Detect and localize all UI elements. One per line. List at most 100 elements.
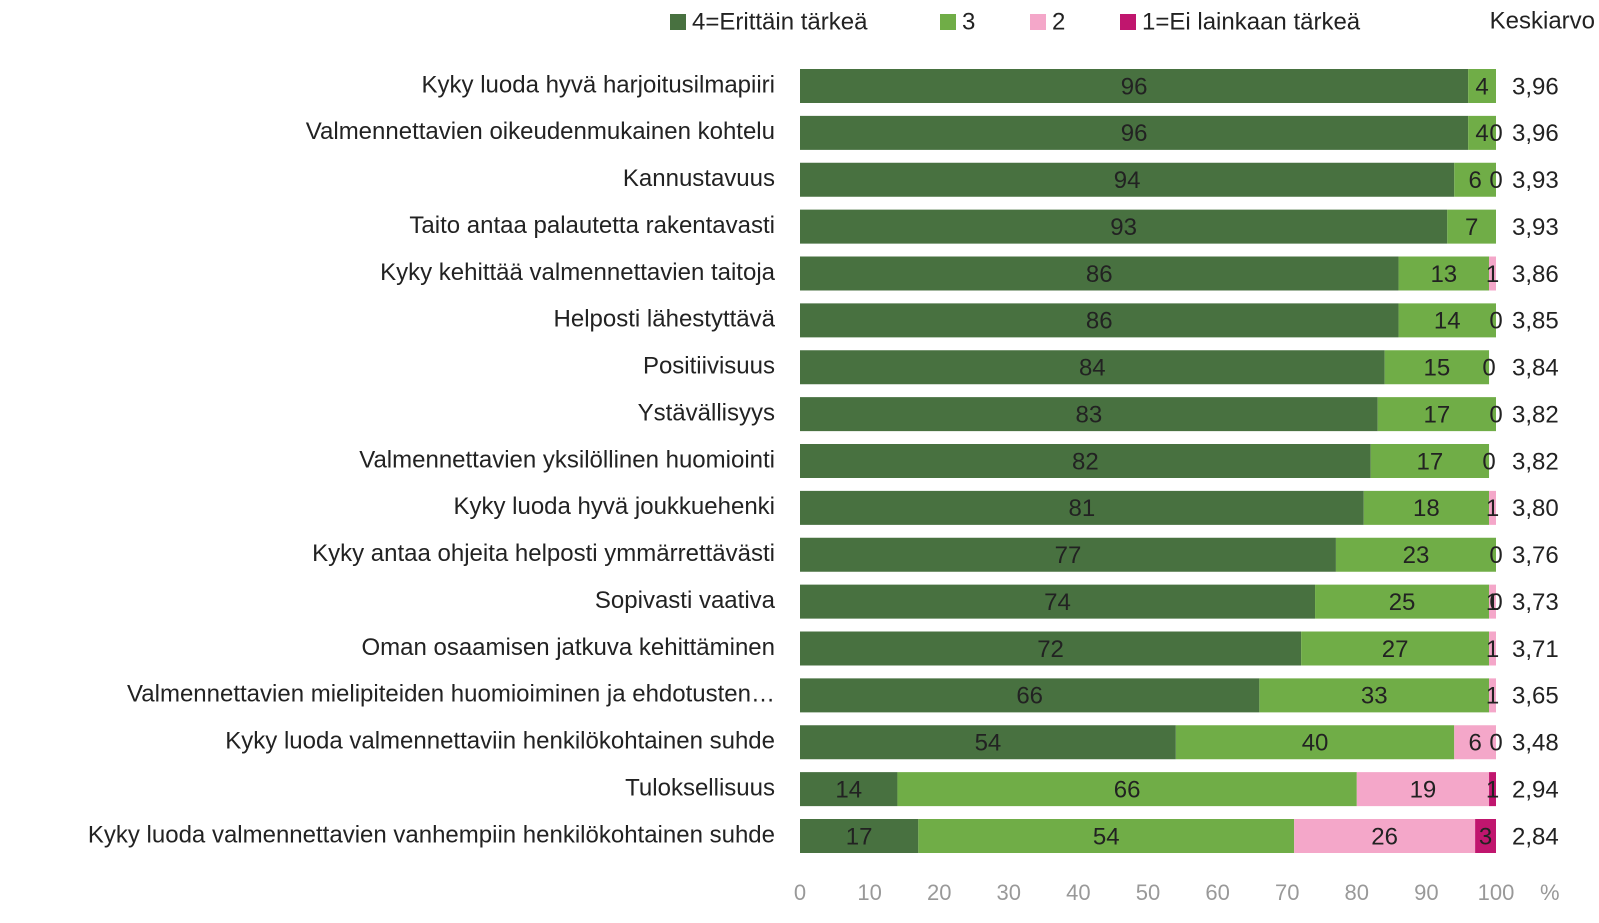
bar-segment (1398, 303, 1496, 338)
mean-value: 3,73 (1512, 589, 1559, 616)
data-label: 86 (1086, 261, 1113, 288)
mean-value: 3,93 (1512, 167, 1559, 194)
mean-value: 3,82 (1512, 448, 1559, 475)
bar-segment (1335, 537, 1496, 572)
bar-segment (897, 772, 1357, 807)
x-tick-label: 30 (997, 880, 1021, 905)
bar-segment (1384, 350, 1490, 385)
data-label: 3 (1479, 823, 1492, 850)
legend-label: 1=Ei lainkaan tärkeä (1142, 8, 1361, 35)
data-label: 94 (1114, 167, 1141, 194)
mean-value: 3,86 (1512, 261, 1559, 288)
bar-segment (1468, 69, 1496, 103)
data-label: 1 (1486, 495, 1499, 522)
legend-label: 3 (962, 8, 975, 35)
data-label: 0 (1482, 448, 1495, 475)
data-label: 93 (1110, 214, 1137, 241)
bar-segment (1398, 256, 1490, 291)
bar-segment (800, 537, 1336, 572)
data-label: 26 (1371, 823, 1398, 850)
bar-segment (1447, 209, 1496, 244)
data-label: 1 (1486, 776, 1499, 803)
bar-segment (800, 256, 1399, 291)
mean-value: 3,48 (1512, 730, 1559, 757)
data-label: 0 (1489, 589, 1502, 616)
bar-segment (1259, 678, 1490, 713)
x-tick-label: 100 (1478, 880, 1515, 905)
category-label: Kannustavuus (623, 165, 775, 192)
data-label: 66 (1114, 776, 1141, 803)
bar-segment (800, 725, 1176, 760)
category-label: Tuloksellisuus (625, 774, 775, 801)
data-label: 83 (1075, 401, 1102, 428)
bar-segment (800, 631, 1302, 666)
data-label: 14 (835, 776, 862, 803)
data-label: 74 (1044, 589, 1071, 616)
data-label: 18 (1413, 495, 1440, 522)
mean-value: 3,84 (1512, 355, 1559, 382)
bar-segment (1454, 725, 1496, 760)
bar-segment (800, 350, 1385, 385)
data-label: 82 (1072, 448, 1099, 475)
mean-value: 3,76 (1512, 542, 1559, 569)
data-label: 25 (1389, 589, 1416, 616)
mean-value: 2,84 (1512, 823, 1559, 850)
category-label: Valmennettavien mielipiteiden huomioimin… (127, 681, 775, 708)
category-label: Oman osaamisen jatkuva kehittäminen (361, 634, 775, 661)
mean-value: 2,94 (1512, 776, 1559, 803)
legend-swatch (670, 14, 686, 30)
bar-segment (800, 209, 1448, 244)
mean-value: 3,93 (1512, 214, 1559, 241)
data-label: 96 (1121, 73, 1148, 100)
legend-swatch (1030, 14, 1046, 30)
bar-segment (800, 444, 1371, 478)
data-label: 84 (1079, 355, 1106, 382)
bar-segment (1489, 256, 1496, 291)
legend-label: 2 (1052, 8, 1065, 35)
data-label: 81 (1069, 495, 1096, 522)
mean-value: 3,80 (1512, 495, 1559, 522)
data-label: 1 (1486, 589, 1499, 616)
category-label: Kyky kehittää valmennettavien taitoja (380, 259, 776, 286)
data-label: 0 (1489, 542, 1502, 569)
bar-segment (918, 819, 1295, 853)
bar-segment (1454, 162, 1496, 197)
data-label: 19 (1410, 776, 1437, 803)
data-label: 0 (1489, 401, 1502, 428)
data-label: 23 (1403, 542, 1430, 569)
bar-segment (800, 303, 1399, 338)
bar-segment (800, 397, 1378, 432)
data-label: 0 (1489, 167, 1502, 194)
bar-segment (1301, 631, 1490, 666)
mean-value: 3,71 (1512, 636, 1559, 663)
data-label: 1 (1486, 683, 1499, 710)
bar-segment (1489, 490, 1496, 525)
category-label: Kyky luoda valmennettaviin henkilökohtai… (225, 728, 775, 755)
category-label: Valmennettavien yksilöllinen huomiointi (359, 446, 775, 473)
data-label: 7 (1465, 214, 1478, 241)
data-label: 66 (1016, 683, 1043, 710)
data-label: 17 (1423, 401, 1450, 428)
x-tick-label: 80 (1345, 880, 1369, 905)
bar-segment (1315, 584, 1490, 619)
data-label: 0 (1482, 355, 1495, 382)
data-label: 17 (846, 823, 873, 850)
legend-label: 4=Erittäin tärkeä (692, 8, 868, 35)
x-unit: % (1540, 880, 1560, 905)
bar-segment (1489, 772, 1496, 807)
data-label: 0 (1489, 120, 1502, 147)
category-label: Positiivisuus (643, 353, 775, 380)
mean-value: 3,65 (1512, 683, 1559, 710)
legend-swatch (1120, 14, 1136, 30)
data-label: 77 (1055, 542, 1082, 569)
mean-title: Keskiarvo (1490, 7, 1595, 34)
data-label: 0 (1489, 308, 1502, 335)
data-label: 86 (1086, 308, 1113, 335)
x-tick-label: 50 (1136, 880, 1160, 905)
bar-segment (1377, 397, 1496, 432)
data-label: 17 (1417, 448, 1444, 475)
data-label: 6 (1468, 167, 1481, 194)
data-label: 96 (1121, 120, 1148, 147)
data-label: 72 (1037, 636, 1064, 663)
